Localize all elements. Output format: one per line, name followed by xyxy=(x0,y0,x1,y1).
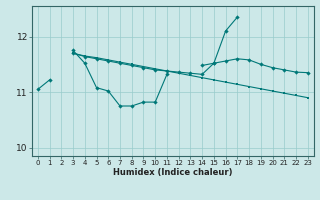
X-axis label: Humidex (Indice chaleur): Humidex (Indice chaleur) xyxy=(113,168,233,177)
